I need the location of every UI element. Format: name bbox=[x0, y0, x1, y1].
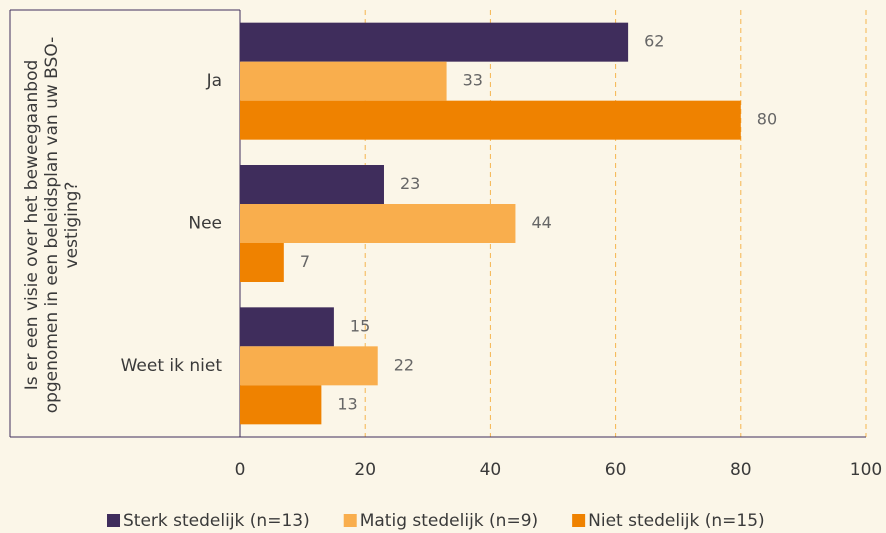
data-label: 80 bbox=[757, 110, 777, 129]
legend-swatch bbox=[572, 514, 586, 527]
bar bbox=[240, 385, 322, 425]
bar bbox=[240, 61, 447, 101]
x-tick-label: 20 bbox=[354, 460, 376, 480]
legend-label: Matig stedelijk (n=9) bbox=[360, 511, 538, 531]
data-label: 22 bbox=[394, 355, 414, 374]
y-axis-label-line: vestiging? bbox=[62, 182, 82, 269]
bar bbox=[240, 22, 629, 62]
bar bbox=[240, 100, 741, 140]
x-tick-label: 80 bbox=[730, 460, 752, 480]
legend-label: Sterk stedelijk (n=13) bbox=[123, 511, 310, 531]
y-tick-label: Weet ik niet bbox=[121, 356, 223, 376]
bar bbox=[240, 346, 378, 386]
legend-swatch bbox=[107, 514, 120, 527]
legend-label: Niet stedelijk (n=15) bbox=[588, 511, 765, 531]
data-label: 44 bbox=[531, 213, 551, 232]
data-label: 23 bbox=[400, 174, 420, 193]
data-label: 15 bbox=[350, 316, 370, 335]
bar bbox=[240, 307, 334, 347]
x-tick-label: 60 bbox=[605, 460, 627, 480]
legend-swatch bbox=[343, 514, 357, 527]
y-tick-label: Nee bbox=[188, 214, 222, 234]
data-label: 62 bbox=[644, 32, 664, 51]
y-axis-label-line: opgenomen in een beleidsplan van uw BSO- bbox=[42, 37, 62, 414]
bar bbox=[240, 204, 516, 243]
bar bbox=[240, 165, 384, 204]
y-axis-label-line: Is er een visie over het beweegaanbod bbox=[22, 60, 42, 391]
y-tick-label: Ja bbox=[206, 71, 222, 91]
x-tick-label: 40 bbox=[480, 460, 502, 480]
data-label: 13 bbox=[337, 394, 357, 413]
data-label: 7 bbox=[300, 252, 310, 271]
data-label: 33 bbox=[463, 71, 483, 90]
x-tick-label: 100 bbox=[850, 460, 882, 480]
bar bbox=[240, 243, 284, 282]
x-tick-label: 0 bbox=[235, 460, 246, 480]
y-axis-label: Is er een visie over het beweegaanbod opg… bbox=[22, 37, 82, 414]
